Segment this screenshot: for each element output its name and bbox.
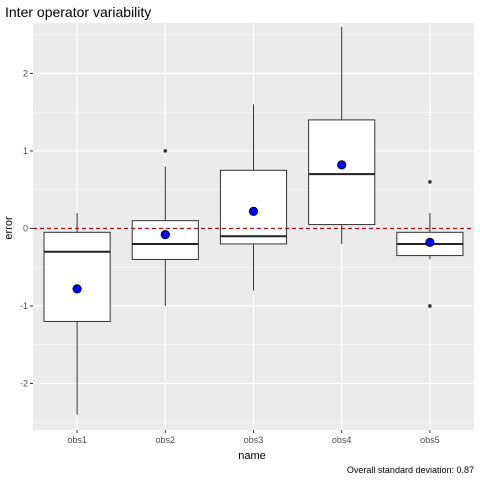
y-axis-title: error [3,216,15,240]
box-body [44,232,110,321]
x-tick-label: obs1 [67,435,87,445]
y-tick-label: 1 [23,146,28,156]
mean-point-obs5 [426,238,434,246]
y-tick-label: 0 [23,223,28,233]
mean-point-obs4 [338,161,346,169]
y-tick-label: -2 [20,378,28,388]
outlier-point [428,180,432,184]
y-tick-label: -1 [20,301,28,311]
mean-point-obs3 [249,207,257,215]
box-body [309,120,375,225]
x-axis-ticks: obs1 obs2 obs3 obs4 obs5 [67,430,439,445]
x-tick-label: obs3 [244,435,264,445]
mean-point-obs2 [161,230,169,238]
mean-point-obs1 [73,285,81,293]
x-axis-title: name [238,450,266,462]
x-tick-label: obs2 [156,435,176,445]
box-body [132,221,198,260]
outlier-point [428,304,432,308]
y-axis-ticks: -2 -1 0 1 2 [20,68,33,388]
chart-title: Inter operator variability [5,4,151,20]
y-tick-label: 2 [23,68,28,78]
x-tick-label: obs4 [332,435,352,445]
x-tick-label: obs5 [420,435,440,445]
chart-caption: Overall standard deviation: 0.87 [347,465,474,475]
outlier-point [164,149,168,153]
